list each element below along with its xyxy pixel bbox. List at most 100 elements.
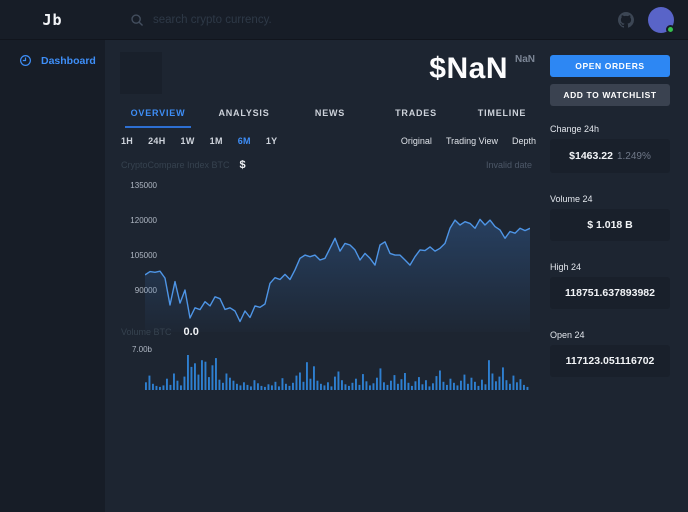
volume-bar [194, 363, 196, 390]
stat-value: $1463.22 [569, 150, 613, 162]
volume-bar [526, 386, 529, 390]
volume-bar [344, 384, 347, 390]
topbar-actions [618, 6, 688, 34]
search-icon [131, 13, 144, 26]
volume-bar [155, 385, 158, 390]
coin-image-placeholder [120, 52, 162, 94]
volume-bar [201, 360, 203, 390]
volume-bar [306, 362, 308, 390]
tab-trades[interactable]: TRADES [373, 103, 459, 136]
volume-bar [334, 376, 336, 390]
stat-label-volume-24: Volume 24 [550, 194, 593, 204]
volume-bar [421, 384, 424, 390]
price-area-fill [145, 219, 530, 332]
price-value: $NaN [429, 52, 508, 85]
stat-label-high-24: High 24 [550, 262, 582, 272]
volume-bar [449, 378, 452, 390]
y-tick: 135000 [130, 181, 157, 190]
github-icon[interactable] [618, 11, 634, 28]
volume-bar [204, 361, 207, 390]
range-1m[interactable]: 1M [209, 136, 223, 146]
volume-bar [355, 378, 357, 390]
volume-bar [453, 382, 455, 390]
app-logo[interactable]: Jb [42, 10, 63, 29]
volume-bar [218, 379, 221, 390]
volume-bar [173, 373, 175, 390]
volume-bar [285, 383, 287, 390]
volume-bar [439, 370, 441, 390]
volume-bar [169, 384, 172, 390]
view-mode-bar: Original Trading View Depth [401, 136, 536, 146]
search-input[interactable] [153, 13, 413, 26]
volume-bar [267, 384, 270, 390]
stat-label-change-24h: Change 24h [550, 124, 600, 134]
volume-bar [491, 373, 494, 390]
range-1h[interactable]: 1H [121, 136, 134, 146]
volume-bar [215, 358, 217, 390]
stat-label-open-24: Open 24 [550, 330, 585, 340]
volume-bar [362, 374, 364, 390]
tab-news[interactable]: NEWS [287, 103, 373, 136]
price-line [145, 218, 530, 323]
avatar[interactable] [648, 6, 675, 34]
volume-bar [463, 374, 466, 390]
volume-bar [498, 376, 501, 390]
price-chart[interactable] [145, 180, 530, 332]
chart-header: CryptoCompare Index BTC $ [121, 159, 246, 171]
volume-bar [197, 374, 200, 390]
volume-bar [159, 386, 161, 390]
tab-bar: OVERVIEW ANALYSIS NEWS TRADES TIMELINE [115, 103, 545, 136]
open-orders-button[interactable]: OPEN ORDERS [550, 55, 670, 77]
tab-overview[interactable]: OVERVIEW [115, 103, 201, 136]
volume-bar [425, 380, 427, 390]
volume-bar [488, 360, 490, 390]
volume-bar [393, 375, 396, 390]
search-bar [130, 13, 618, 27]
mode-depth[interactable]: Depth [511, 136, 536, 146]
volume-bar [376, 377, 378, 390]
volume-bar [369, 385, 371, 390]
volume-bar [145, 382, 147, 390]
volume-bar [327, 382, 329, 390]
volume-bar [474, 381, 476, 390]
volume-chart[interactable] [145, 352, 530, 390]
volume-bar [246, 384, 249, 390]
range-bar: 1H 24H 1W 1M 6M 1Y [121, 136, 277, 146]
stat-percent: 1.249% [616, 150, 651, 162]
volume-bar [239, 385, 242, 390]
stat-value: $ 1.018 B [587, 219, 633, 231]
volume-bar [250, 386, 252, 390]
tab-analysis[interactable]: ANALYSIS [201, 103, 287, 136]
range-6m[interactable]: 6M [237, 136, 251, 146]
volume-bar [512, 375, 515, 390]
mode-trading-view[interactable]: Trading View [445, 136, 498, 146]
tab-label: NEWS [314, 108, 346, 118]
volume-bar [481, 379, 483, 390]
volume-bar [288, 385, 291, 390]
volume-bar [418, 377, 420, 390]
volume-bar [211, 365, 214, 390]
volume-y-tick: 7.00b [131, 345, 152, 354]
stat-card-volume-24: $ 1.018 B [550, 209, 670, 241]
volume-bar [316, 380, 319, 390]
volume-bar [278, 386, 280, 390]
range-1y[interactable]: 1Y [265, 136, 278, 146]
volume-bar [281, 378, 284, 390]
sidebar-item-dashboard[interactable]: Dashboard [0, 40, 105, 81]
volume-bar [152, 383, 154, 390]
add-to-watchlist-button[interactable]: ADD TO WATCHLIST [550, 84, 670, 106]
volume-bar [365, 381, 368, 390]
tab-timeline[interactable]: TIMELINE [459, 103, 545, 136]
range-24h[interactable]: 24H [148, 136, 166, 146]
volume-header: Volume BTC 0.0 [121, 326, 199, 338]
volume-bar [253, 380, 256, 390]
volume-bar [435, 376, 438, 390]
price-unit: NaN [514, 53, 535, 65]
range-1w[interactable]: 1W [180, 136, 195, 146]
stat-card-high-24: 118751.637893982 [550, 277, 670, 309]
mode-original[interactable]: Original [400, 136, 432, 146]
stat-value: 118751.637893982 [565, 287, 655, 299]
y-tick: 120000 [130, 216, 157, 225]
tab-label: ANALYSIS [218, 108, 270, 118]
volume-bar [414, 381, 417, 390]
